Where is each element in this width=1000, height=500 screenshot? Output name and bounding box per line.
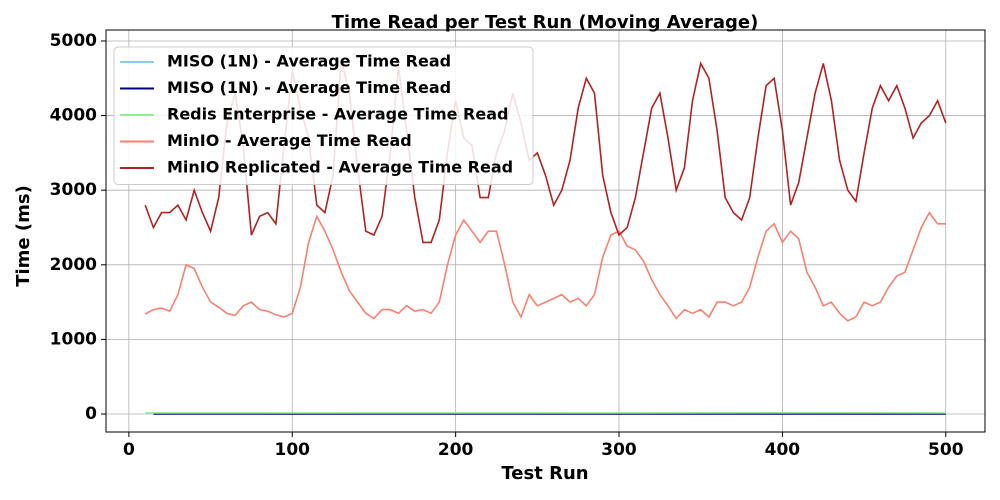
legend-label: MinIO - Average Time Read: [167, 131, 412, 150]
legend-box: [113, 46, 534, 185]
legend-label: Redis Enterprise - Average Time Read: [167, 105, 508, 124]
plot-frame: [105, 29, 986, 433]
x-tick-label: 0: [123, 440, 135, 460]
y-tick-label: 3000: [50, 180, 97, 200]
y-tick-label: 4000: [50, 106, 97, 126]
legend: MISO (1N) - Average Time Read MISO (1N) -…: [113, 46, 534, 185]
line: [144, 59, 947, 244]
chart-title: Time Read per Test Run (Moving Average): [332, 12, 759, 33]
y-tick-label: 1000: [50, 329, 97, 349]
legend-label: MISO (1N) - Average Time Read: [167, 52, 451, 71]
line: [144, 211, 946, 322]
x-axis-label: Test Run: [501, 463, 588, 484]
x-tick-label: 500: [928, 440, 964, 460]
legend-label: MinIO Replicated - Average Time Read: [167, 158, 513, 177]
y-tick-label: 2000: [50, 255, 97, 275]
x-tick-label: 200: [438, 440, 474, 460]
x-tick-label: 300: [601, 440, 637, 460]
x-tick-label: 100: [275, 440, 311, 460]
y-tick-label: 5000: [50, 31, 97, 51]
x-tick-label: 400: [765, 440, 801, 460]
legend-label: MISO (1N) - Average Time Read: [167, 78, 451, 97]
y-axis-label: Time (ms): [13, 185, 34, 287]
y-tick-label: 0: [85, 404, 97, 424]
